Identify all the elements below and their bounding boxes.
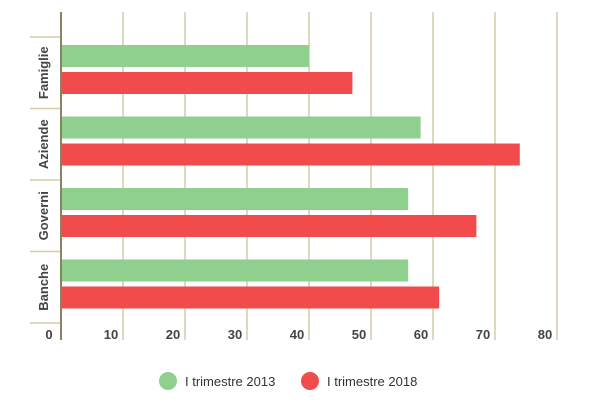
bar-2018-governi — [61, 215, 477, 237]
y-category-label: Famiglie — [36, 46, 51, 99]
legend-label: I trimestre 2013 — [185, 374, 275, 389]
x-tick-label: 0 — [45, 327, 52, 342]
x-tick-label: 20 — [166, 327, 180, 342]
bar-2013-governi — [61, 188, 409, 210]
legend-marker — [159, 372, 177, 390]
y-category-label: Governi — [36, 191, 51, 240]
x-tick-label: 70 — [476, 327, 490, 342]
x-tick-label: 80 — [538, 327, 552, 342]
x-tick-label: 10 — [104, 327, 118, 342]
x-tick-label: 50 — [352, 327, 366, 342]
bar-2013-famiglie — [61, 45, 309, 67]
bar-2018-famiglie — [61, 72, 353, 94]
bar-2013-banche — [61, 259, 409, 282]
x-tick-label: 40 — [290, 327, 304, 342]
y-category-label: Banche — [36, 264, 51, 311]
legend-label: I trimestre 2018 — [327, 374, 417, 389]
bar-2018-banche — [61, 286, 440, 309]
legend-marker — [301, 372, 319, 390]
y-category-label: Aziende — [36, 119, 51, 169]
bar-2013-aziende — [61, 116, 421, 139]
x-tick-label: 30 — [228, 327, 242, 342]
x-tick-label: 60 — [414, 327, 428, 342]
bar-2018-aziende — [61, 143, 520, 166]
